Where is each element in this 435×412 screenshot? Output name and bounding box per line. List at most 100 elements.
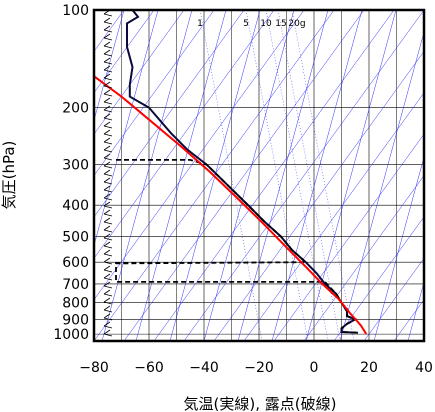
moist-adiabat-line [305, 10, 397, 341]
wind-barb [103, 257, 113, 265]
mixing-ratio-line [245, 10, 309, 341]
wind-barb [103, 249, 113, 257]
wind-barb [103, 321, 113, 329]
x-axis-title: 気温(実線), 露点(破線) [184, 395, 337, 412]
dry-adiabat-line [273, 133, 424, 341]
dry-adiabat-line [94, 10, 245, 218]
y-tick-label: 200 [62, 101, 89, 117]
wind-barb [103, 153, 113, 161]
moist-adiabat-line [237, 10, 329, 341]
x-tick-label: −20 [244, 360, 274, 376]
y-tick-label: 900 [62, 312, 89, 328]
dry-adiabat-line [363, 257, 424, 341]
wind-barb [103, 65, 113, 73]
x-tick-labels: −80 −60 −40 −20 0 20 40 [79, 360, 433, 376]
wind-barb [103, 225, 113, 233]
x-tick-label: −80 [79, 360, 109, 376]
series-line-0 [126, 10, 359, 334]
dry-adiabat-line [153, 10, 395, 341]
dry-adiabat-line [94, 10, 215, 176]
dry-adiabat-line [94, 10, 275, 259]
y-tick-label: 300 [62, 158, 89, 174]
wind-barb [103, 273, 113, 281]
moist-adiabat-line [94, 10, 159, 247]
wind-barb [103, 137, 113, 145]
wind-barb [103, 145, 113, 153]
dry-adiabat-line [94, 10, 185, 135]
mixing-ratio-line [277, 10, 341, 341]
data-series [94, 10, 368, 335]
wind-barb [103, 233, 113, 241]
wind-barb [103, 297, 113, 305]
x-tick-label: −60 [134, 360, 164, 376]
y-tick-label: 600 [62, 255, 89, 271]
y-tick-label: 700 [62, 277, 89, 293]
wind-barb [103, 41, 113, 49]
mixing-ratio-line [291, 10, 355, 341]
wind-barb [103, 193, 113, 201]
wind-barbs [103, 9, 113, 337]
mixing-ratio-label: 1 [197, 19, 203, 29]
y-axis-title: 気圧(hPa) [0, 141, 18, 210]
wind-barb [103, 17, 113, 25]
wind-barb [103, 57, 113, 65]
series-line-2 [94, 75, 368, 335]
wind-barb [103, 169, 113, 177]
dry-adiabat-line [333, 216, 424, 341]
plot-frame [92, 8, 426, 343]
y-tick-label: 400 [62, 198, 89, 214]
wind-barb [103, 25, 113, 33]
wind-barb [103, 129, 113, 137]
mixing-ratio-labels: 1 5 10 15 20g [197, 19, 305, 29]
mixing-ratio-line [199, 10, 263, 341]
dry-adiabat-line [94, 10, 155, 94]
wind-barb [103, 49, 113, 57]
grid-lines [93, 9, 425, 341]
dry-adiabat-line [183, 10, 424, 341]
x-tick-label: −40 [189, 360, 219, 376]
dry-adiabat-line [423, 340, 424, 341]
y-tick-label: 100 [62, 3, 89, 19]
wind-barb [103, 81, 113, 89]
wind-barb [103, 281, 113, 289]
moist-adiabat-line [373, 156, 424, 341]
wind-barb [103, 89, 113, 97]
mixing-ratio-line [265, 10, 329, 341]
moist-adiabat-line [203, 10, 295, 341]
wind-barb [103, 265, 113, 273]
wind-barb [103, 209, 113, 217]
wind-barb [103, 97, 113, 105]
mixing-ratio-label: 10 [260, 19, 272, 29]
wind-barb [103, 329, 113, 337]
wind-barb [103, 33, 113, 41]
y-tick-label: 1000 [53, 327, 89, 343]
wind-barb [103, 177, 113, 185]
mixing-ratio-label: 20g [288, 19, 305, 29]
wind-barb [103, 217, 113, 225]
mixing-ratio-label: 15 [275, 19, 286, 29]
wind-barb [103, 121, 113, 129]
blue-guide-lines [94, 10, 424, 341]
moist-adiabat-line [135, 10, 227, 341]
wind-barb [103, 313, 113, 321]
wind-barb [103, 201, 113, 209]
moist-adiabat-line [339, 31, 424, 341]
wind-barb [103, 161, 113, 169]
wind-barb [103, 73, 113, 81]
x-tick-label: 40 [415, 360, 433, 376]
wind-barb [103, 185, 113, 193]
x-tick-label: 0 [310, 360, 319, 376]
dry-adiabat-line [243, 92, 424, 341]
dry-adiabat-line [213, 50, 424, 341]
x-tick-label: 20 [360, 360, 378, 376]
wind-barb [103, 105, 113, 113]
y-tick-label: 800 [62, 296, 89, 312]
dry-adiabat-line [123, 10, 365, 341]
wind-barb [103, 305, 113, 313]
wind-barb [103, 113, 113, 121]
wind-barb [103, 241, 113, 249]
moist-adiabat-line [271, 10, 363, 341]
dry-adiabat-line [94, 10, 305, 301]
